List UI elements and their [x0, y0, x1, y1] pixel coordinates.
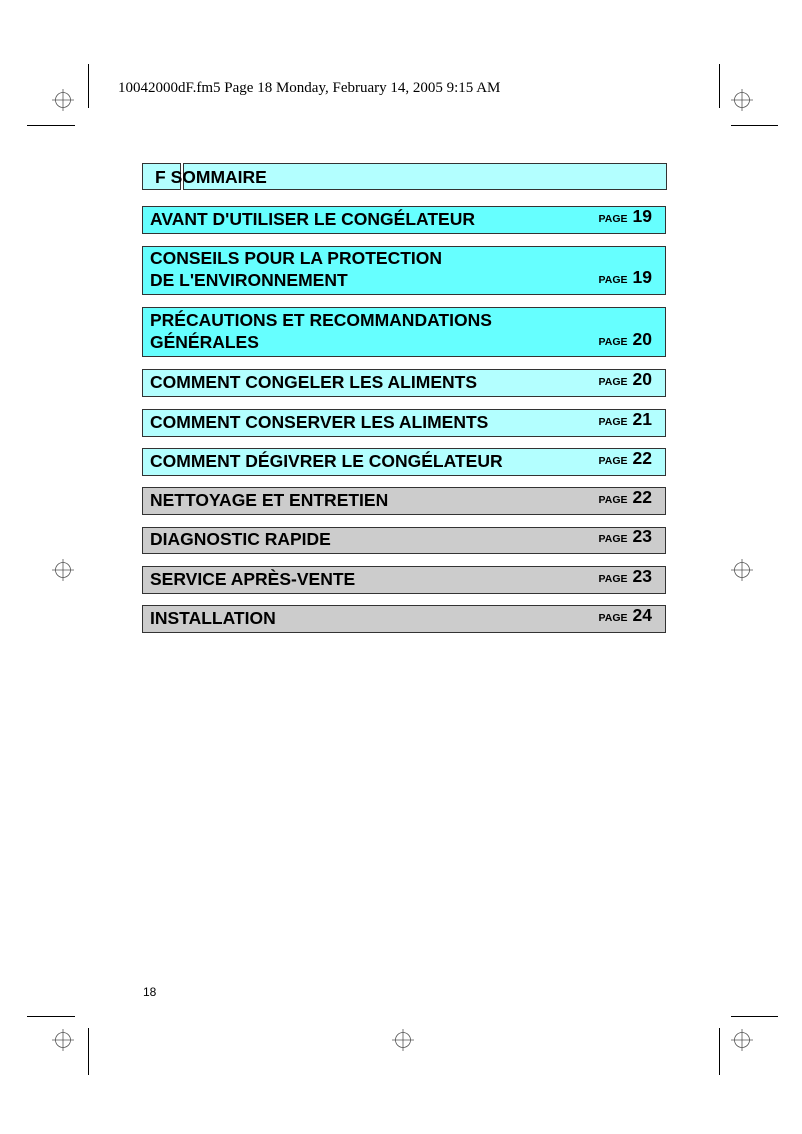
section-letter-box: [142, 163, 181, 190]
toc-entry-line: COMMENT CONSERVER LES ALIMENTS: [150, 412, 489, 432]
registration-mark-icon: [52, 559, 74, 581]
toc-entry-line: SERVICE APRÈS-VENTE: [150, 569, 356, 589]
section-letter: F: [155, 167, 166, 187]
toc-entry-title: COMMENT CONGELER LES ALIMENTS: [150, 371, 477, 393]
toc-entry-page: PAGE 23: [599, 565, 652, 590]
toc-entry[interactable]: NETTOYAGE ET ENTRETIEN PAGE 22: [142, 487, 666, 515]
toc-entry-title: COMMENT CONSERVER LES ALIMENTS: [150, 411, 488, 433]
crop-mark: [88, 1028, 89, 1075]
toc-entry-page: PAGE 19: [599, 205, 652, 230]
page-label: PAGE: [598, 455, 628, 467]
toc-entry[interactable]: AVANT D'UTILISER LE CONGÉLATEUR PAGE 19: [142, 206, 666, 234]
toc-entry[interactable]: COMMENT CONGELER LES ALIMENTS PAGE 20: [142, 369, 666, 397]
page-ref: 20: [632, 369, 652, 389]
registration-mark-icon: [52, 1029, 74, 1051]
toc-entry-page: PAGE 22: [599, 486, 652, 511]
toc-entry-page: PAGE 22: [599, 447, 652, 472]
page-ref: 24: [632, 605, 652, 625]
page-label: PAGE: [598, 494, 628, 506]
toc-entry-page: PAGE 24: [599, 604, 652, 629]
toc-entry-title: COMMENT DÉGIVRER LE CONGÉLATEUR: [150, 450, 503, 472]
page-label: PAGE: [598, 533, 628, 545]
toc-entry-line: CONSEILS POUR LA PROTECTION: [150, 248, 443, 268]
toc-entry-line: DE L'ENVIRONNEMENT: [150, 270, 348, 290]
page-label: PAGE: [598, 612, 628, 624]
page-label: PAGE: [598, 336, 628, 348]
toc-entry-line: DIAGNOSTIC RAPIDE: [150, 529, 331, 549]
registration-mark-icon: [731, 559, 753, 581]
toc-entry-line: AVANT D'UTILISER LE CONGÉLATEUR: [150, 209, 475, 229]
crop-mark: [88, 64, 89, 108]
page-label: PAGE: [598, 376, 628, 388]
toc-entry-title: CONSEILS POUR LA PROTECTION DE L'ENVIRONN…: [150, 247, 442, 291]
section-title: SOMMAIRE: [170, 167, 267, 187]
crop-mark: [731, 1016, 778, 1017]
registration-mark-icon: [392, 1029, 414, 1051]
page-label: PAGE: [598, 416, 628, 428]
crop-mark: [731, 125, 778, 126]
page-label: PAGE: [598, 573, 628, 585]
crop-mark: [719, 1028, 720, 1075]
toc-entry[interactable]: COMMENT DÉGIVRER LE CONGÉLATEUR PAGE 22: [142, 448, 666, 476]
toc-entry-title: SERVICE APRÈS-VENTE: [150, 568, 355, 590]
toc-entry-line: COMMENT DÉGIVRER LE CONGÉLATEUR: [150, 451, 503, 471]
toc-entry[interactable]: PRÉCAUTIONS ET RECOMMANDATIONS GÉNÉRALES P…: [142, 307, 666, 357]
crop-mark: [27, 125, 75, 126]
toc-entry[interactable]: CONSEILS POUR LA PROTECTION DE L'ENVIRONN…: [142, 246, 666, 295]
toc-entry[interactable]: INSTALLATION PAGE 24: [142, 605, 666, 633]
toc-title: F SOMMAIRE: [155, 166, 267, 188]
toc-entry[interactable]: SERVICE APRÈS-VENTE PAGE 23: [142, 566, 666, 594]
toc-entry-page: PAGE 19: [599, 266, 652, 291]
page-ref: 22: [632, 487, 652, 507]
toc-entry-page: PAGE 21: [599, 408, 652, 433]
page-label: PAGE: [598, 274, 628, 286]
page-ref: 21: [632, 409, 652, 429]
toc-entry-title: INSTALLATION: [150, 607, 276, 629]
crop-mark: [27, 1016, 75, 1017]
registration-mark-icon: [52, 89, 74, 111]
page-ref: 19: [632, 206, 652, 226]
page-ref: 19: [632, 267, 652, 287]
toc-entry-title: AVANT D'UTILISER LE CONGÉLATEUR: [150, 208, 475, 230]
registration-mark-icon: [731, 89, 753, 111]
toc-entry-line: GÉNÉRALES: [150, 332, 259, 352]
print-header: 10042000dF.fm5 Page 18 Monday, February …: [118, 80, 501, 96]
toc-entry-page: PAGE 20: [599, 368, 652, 393]
toc-entry-line: INSTALLATION: [150, 608, 276, 628]
toc-entry-page: PAGE 23: [599, 525, 652, 550]
crop-mark: [719, 64, 720, 108]
toc-entry[interactable]: COMMENT CONSERVER LES ALIMENTS PAGE 21: [142, 409, 666, 437]
toc-entry-page: PAGE 20: [599, 328, 652, 353]
page-ref: 23: [632, 526, 652, 546]
toc-entry[interactable]: DIAGNOSTIC RAPIDE PAGE 23: [142, 525, 666, 554]
page-ref: 23: [632, 566, 652, 586]
toc-entry-title: NETTOYAGE ET ENTRETIEN: [150, 489, 388, 511]
toc-title-box: [183, 163, 667, 190]
toc-entry-line: COMMENT CONGELER LES ALIMENTS: [150, 372, 477, 392]
page-ref: 20: [632, 329, 652, 349]
page-label: PAGE: [598, 213, 628, 225]
toc-entry-line: NETTOYAGE ET ENTRETIEN: [150, 490, 389, 510]
toc-entry-line: PRÉCAUTIONS ET RECOMMANDATIONS: [150, 310, 492, 330]
registration-mark-icon: [731, 1029, 753, 1051]
page-ref: 22: [632, 448, 652, 468]
page-number: 18: [143, 985, 157, 999]
toc-entry-title: DIAGNOSTIC RAPIDE: [150, 528, 331, 550]
toc-entry-title: PRÉCAUTIONS ET RECOMMANDATIONS GÉNÉRALES: [150, 309, 492, 353]
